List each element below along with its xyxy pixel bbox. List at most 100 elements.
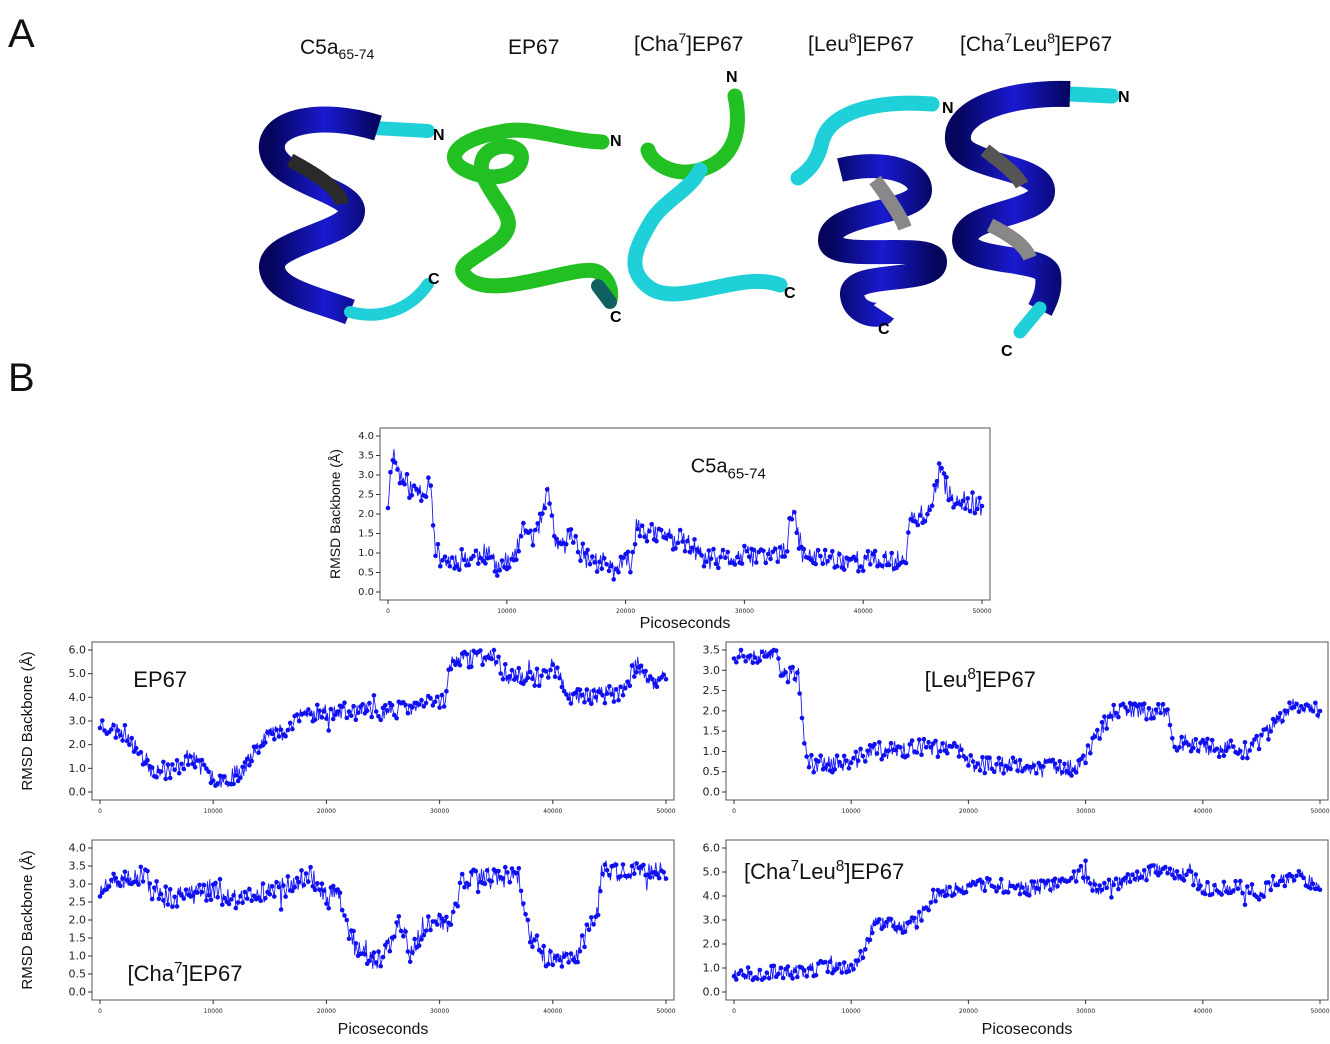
rmsd-point bbox=[851, 554, 856, 560]
rmsd-point bbox=[312, 717, 318, 722]
rmsd-point bbox=[1240, 890, 1245, 896]
rmsd-point bbox=[484, 868, 490, 873]
x-tick-label: 20000 bbox=[959, 808, 978, 815]
rmsd-point bbox=[1073, 770, 1079, 775]
rmsd-point bbox=[771, 963, 777, 969]
rmsd-point bbox=[898, 745, 903, 750]
rmsd-point bbox=[958, 502, 963, 507]
rmsd-point bbox=[799, 715, 805, 721]
rmsd-point bbox=[490, 554, 495, 560]
rmsd-point bbox=[750, 660, 756, 665]
rmsd-point bbox=[330, 883, 336, 889]
chart-title: [Cha7]EP67 bbox=[127, 960, 242, 986]
rmsd-point bbox=[979, 503, 985, 509]
y-tick-label: 4.0 bbox=[358, 431, 374, 442]
rmsd-point bbox=[183, 887, 189, 892]
rmsd-point bbox=[860, 955, 866, 961]
rmsd-point bbox=[1113, 876, 1119, 881]
rmsd-point bbox=[573, 690, 578, 695]
rmsd-point bbox=[274, 880, 279, 885]
rmsd-point bbox=[692, 537, 697, 542]
x-tick-label: 40000 bbox=[1193, 1008, 1212, 1015]
x-tick-label: 30000 bbox=[1076, 1008, 1095, 1015]
rmsd-point bbox=[557, 675, 562, 681]
rmsd-point bbox=[1057, 759, 1063, 764]
rmsd-point bbox=[706, 548, 712, 553]
rmsd-point bbox=[1172, 875, 1177, 881]
rmsd-point bbox=[743, 659, 748, 664]
rmsd-point bbox=[1240, 755, 1245, 761]
rmsd-point bbox=[1261, 894, 1266, 899]
rmsd-point bbox=[423, 928, 429, 934]
y-tick-label: 3.5 bbox=[358, 451, 374, 462]
rmsd-point bbox=[987, 877, 992, 882]
rmsd-point bbox=[594, 569, 600, 574]
rmsd-point bbox=[808, 557, 814, 563]
rmsd-point bbox=[1256, 746, 1262, 752]
rmsd-point bbox=[998, 876, 1004, 882]
rmsd-point bbox=[996, 885, 1002, 890]
rmsd-point bbox=[856, 569, 861, 574]
rmsd-point bbox=[1109, 713, 1114, 719]
rmsd-point bbox=[1062, 761, 1067, 767]
rmsd-point bbox=[1095, 727, 1100, 733]
rmsd-point bbox=[738, 647, 744, 653]
rmsd-point bbox=[514, 870, 519, 876]
rmsd-point bbox=[249, 898, 254, 903]
rmsd-point bbox=[326, 905, 332, 911]
rmsd-point bbox=[936, 461, 942, 466]
rmsd-point bbox=[312, 887, 318, 893]
x-tick-label: 30000 bbox=[1076, 808, 1095, 815]
rmsd-point bbox=[585, 547, 590, 553]
rmsd-point bbox=[1052, 761, 1058, 766]
rmsd-point bbox=[654, 872, 660, 877]
rmsd-point bbox=[930, 887, 936, 893]
y-tick-label: 0.0 bbox=[703, 986, 721, 999]
x-tick-label: 10000 bbox=[204, 808, 223, 815]
rmsd-point bbox=[887, 562, 892, 568]
rmsd-point bbox=[1109, 895, 1114, 900]
rmsd-point bbox=[777, 545, 783, 550]
rmsd-point bbox=[1156, 701, 1161, 707]
rmsd-point bbox=[1120, 701, 1126, 707]
rmsd-point bbox=[367, 958, 372, 964]
rmsd-point bbox=[811, 769, 816, 775]
rmsd-point bbox=[853, 749, 859, 755]
rmsd-point bbox=[296, 879, 302, 885]
rmsd-point bbox=[1310, 881, 1316, 887]
rmsd-point bbox=[677, 527, 683, 533]
n-terminus-label: N bbox=[1118, 89, 1130, 106]
rmsd-point bbox=[1195, 748, 1201, 753]
rmsd-point bbox=[1104, 726, 1109, 731]
x-tick-label: 20000 bbox=[959, 1008, 978, 1015]
structure-leu8: N C bbox=[790, 95, 954, 338]
rmsd-point bbox=[1254, 733, 1259, 739]
rmsd-point bbox=[1167, 866, 1173, 871]
rmsd-point bbox=[1081, 753, 1086, 758]
rmsd-point bbox=[389, 702, 395, 708]
rmsd-point bbox=[1102, 714, 1107, 719]
rmsd-point bbox=[902, 929, 908, 934]
rmsd-point bbox=[641, 862, 646, 868]
rmsd-point bbox=[174, 758, 180, 763]
rmsd-point bbox=[792, 676, 798, 682]
rmsd-point bbox=[785, 679, 791, 685]
rmsd-point bbox=[905, 753, 910, 758]
rmsd-point bbox=[492, 569, 498, 574]
rmsd-point bbox=[444, 914, 449, 920]
rmsd-point bbox=[233, 905, 239, 911]
y-tick-label: 0.0 bbox=[69, 786, 87, 799]
y-tick-label: 3.0 bbox=[703, 914, 721, 927]
y-tick-label: 1.5 bbox=[703, 725, 721, 738]
rmsd-point bbox=[122, 723, 128, 728]
rmsd-point bbox=[1179, 734, 1184, 740]
rmsd-point bbox=[308, 864, 313, 870]
rmsd-point bbox=[555, 953, 560, 958]
x-tick-label: 30000 bbox=[430, 1008, 449, 1015]
rmsd-point bbox=[888, 740, 894, 746]
rmsd-point bbox=[306, 879, 311, 884]
rmsd-point bbox=[618, 874, 623, 879]
rmsd-point bbox=[244, 896, 250, 901]
rmsd-point bbox=[933, 738, 938, 744]
rmsd-point bbox=[575, 959, 580, 965]
